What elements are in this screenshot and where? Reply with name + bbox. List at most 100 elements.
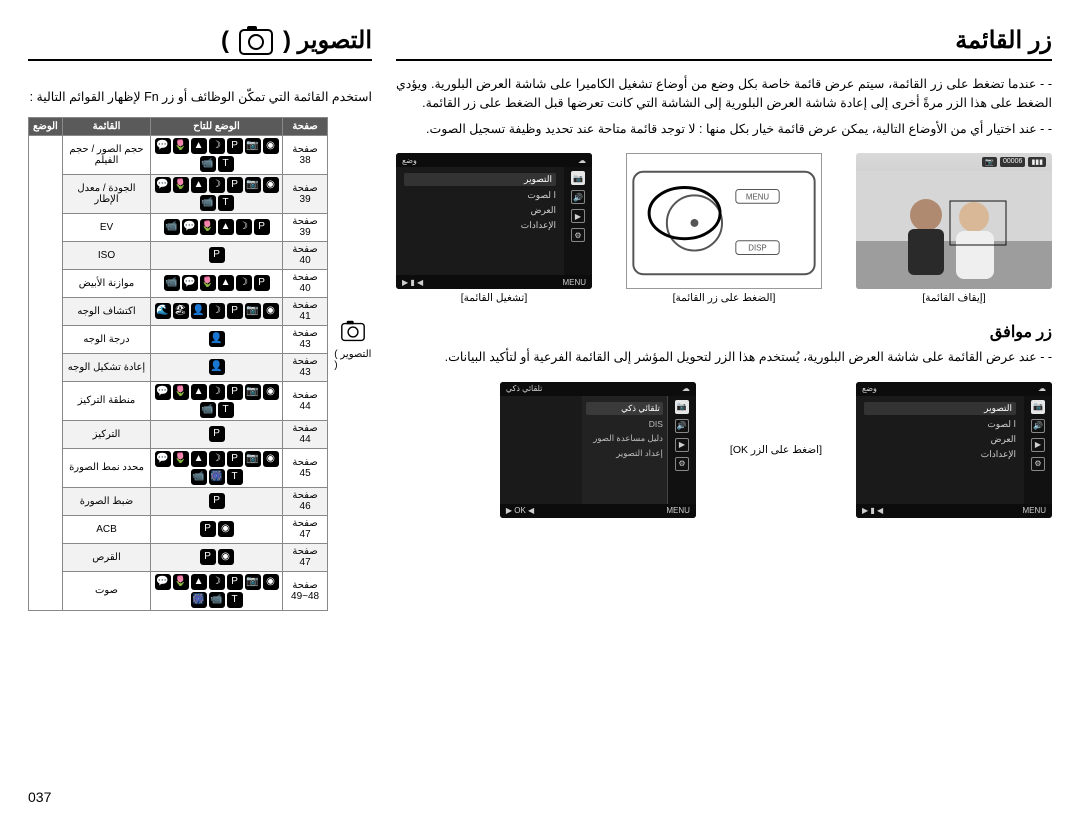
lcd-on-foot: MENU ◀ ▮ ▶ [396, 275, 592, 289]
cell-modes: ◉📷P☽▲🌷💬T🎆📹 [151, 448, 283, 487]
heading-shooting: التصوير ( ) [28, 26, 372, 61]
mode-icon: 🌷 [173, 177, 189, 193]
photo-frame: ▮▮▮ 00006 📷 [856, 153, 1052, 289]
heading-shooting-tail: ) [221, 27, 229, 55]
photo-illustration [856, 171, 1052, 289]
cell-modes: P [151, 420, 283, 448]
mode-icon: 📹 [200, 156, 216, 172]
lcd3-item[interactable]: العرض [864, 434, 1016, 445]
lcd-on-item[interactable]: الإعدادات [404, 220, 556, 231]
lcd3-foot-left: MENU [1022, 506, 1046, 515]
mode-icon: 📹 [191, 469, 207, 485]
mode-icon: P [227, 574, 243, 590]
mode-icon: 🌷 [173, 451, 189, 467]
mode-icon: ▲ [191, 574, 207, 590]
cell-modes: ◉📷P☽▲🌷💬T📹🎆 [151, 571, 283, 610]
lcd4-side: 📷 🔊 ▶ ⚙ [668, 396, 696, 504]
left-column: التصوير ( ) استخدم القائمة التي تمكّن ال… [28, 18, 372, 785]
lcd-on-item[interactable]: ا لصوت [404, 190, 556, 201]
cell-menu: الجودة / معدل الإطار [62, 174, 150, 213]
mode-side-label: ( التصوير ) [334, 119, 372, 371]
cell-menu: ضبط الصورة [62, 487, 150, 515]
cell-menu: محدد نمط الصورة [62, 448, 150, 487]
lcd4-foot-nav: ◀ OK ▶ [506, 506, 534, 515]
th-page: صفحة [282, 117, 327, 135]
table-head-row: صفحة الوضع للتاح القائمة الوضع [29, 117, 328, 135]
cell-modes: ◉📷P☽▲🌷💬T📹 [151, 135, 283, 174]
lcd4-side-cam: 📷 [675, 400, 689, 414]
lcd-on-item[interactable]: العرض [404, 205, 556, 216]
lcd4-submenu: تلقائي ذكي DIS دليل مساعدة الصور إعداد ا… [582, 396, 668, 504]
cell-page: صفحة 40 [282, 241, 327, 269]
lcd-on-list: التصوير ا لصوت العرض الإعدادات [396, 167, 564, 275]
heading-menu-button: زر القائمة [396, 26, 1052, 61]
mode-icon: 📹 [209, 592, 225, 608]
table-row: صفحة 44◉📷P☽▲🌷💬T📹منطقة التركيز [29, 381, 328, 420]
lcd-row-1: ▮▮▮ 00006 📷 [396, 153, 1052, 304]
lcd-side-icon-play: ▶ [571, 209, 585, 223]
sketch-caption: [الضغط على زر القائمة] [673, 292, 776, 304]
lcd4-sub-item[interactable]: تلقائي ذكي [586, 402, 663, 415]
mode-icon: 💬 [155, 177, 171, 193]
mode-icon: ☽ [209, 138, 225, 154]
mode-icon: P [227, 177, 243, 193]
mode-icon: P [209, 426, 225, 442]
cell-menu: EV [62, 213, 150, 241]
mode-icon: P [200, 549, 216, 565]
cell-menu: حجم الصور / حجم الفيلم [62, 135, 150, 174]
mode-icon: T [218, 156, 234, 172]
camera-icon [239, 29, 273, 55]
fn-table: صفحة الوضع للتاح القائمة الوضع صفحة 38◉📷… [28, 117, 328, 611]
ok-para: - عند عرض القائمة على شاشة العرض البلوري… [396, 348, 1052, 367]
press-ok-label: [اضغط على الزر OK] [730, 444, 822, 456]
mode-icon: ▲ [191, 138, 207, 154]
table-row: صفحة 44Pالتركيز [29, 420, 328, 448]
mode-icon: ☽ [209, 451, 225, 467]
mode-icon: T [227, 469, 243, 485]
mode-icon: ▲ [218, 219, 234, 235]
mode-icon: T [218, 195, 234, 211]
table-wrap: صفحة الوضع للتاح القائمة الوضع صفحة 38◉📷… [28, 113, 372, 611]
lcd3-item[interactable]: ا لصوت [864, 419, 1016, 430]
heading-menu-text: زر القائمة [955, 26, 1052, 55]
mode-icon: ◉ [263, 574, 279, 590]
lcd4-sub-item[interactable]: دليل مساعدة الصور [586, 433, 663, 444]
cell-page: صفحة 46 [282, 487, 327, 515]
lcd3-item[interactable]: التصوير [864, 402, 1016, 415]
lcd-on-item[interactable]: التصوير [404, 173, 556, 186]
lcd3-item[interactable]: الإعدادات [864, 449, 1016, 460]
cell-modes: P [151, 241, 283, 269]
table-row: صفحة 39◉📷P☽▲🌷💬T📹الجودة / معدل الإطار [29, 174, 328, 213]
lcd4-sub-item[interactable]: إعداد التصوير [586, 448, 663, 459]
cell-page: صفحة 45 [282, 448, 327, 487]
cell-modes: P [151, 487, 283, 515]
mode-icon: 📷 [245, 574, 261, 590]
cell-page: صفحة 38 [282, 135, 327, 174]
mode-icon: ☽ [209, 574, 225, 590]
lcd4-side-sound: 🔊 [675, 419, 689, 433]
mode-icon: T [227, 592, 243, 608]
mode-icon: 📷 [245, 384, 261, 400]
mode-icon: 🌷 [173, 138, 189, 154]
table-row: صفحة 38◉📷P☽▲🌷💬T📹حجم الصور / حجم الفيلم [29, 135, 328, 174]
lcd-off-caption: [إيقاف القائمة] [922, 292, 985, 304]
lcd-side-icon-gear: ⚙ [571, 228, 585, 242]
lcd4-head: ☁ تلقائي ذكي [500, 382, 696, 396]
size-chip: 📷 [982, 157, 997, 167]
table-row: صفحة 43👤درجة الوجه [29, 325, 328, 353]
mode-icon: T [218, 402, 234, 418]
mode-icon: ◉ [263, 303, 279, 319]
cell-menu: اكتشاف الوجه [62, 297, 150, 325]
lcd4-sub-item[interactable]: DIS [586, 419, 663, 429]
mode-icon: P [227, 384, 243, 400]
photo-top-indicators: ▮▮▮ 00006 📷 [982, 157, 1046, 167]
mode-icon: P [254, 275, 270, 291]
mode-icon: P [227, 138, 243, 154]
mode-icon: ◉ [263, 138, 279, 154]
lcd3-side-gear: ⚙ [1031, 457, 1045, 471]
mode-icon: ◉ [263, 384, 279, 400]
mode-icon: ☽ [209, 177, 225, 193]
cell-modes: 👤 [151, 325, 283, 353]
cell-menu: منطقة التركيز [62, 381, 150, 420]
mode-icon: ▲ [191, 451, 207, 467]
